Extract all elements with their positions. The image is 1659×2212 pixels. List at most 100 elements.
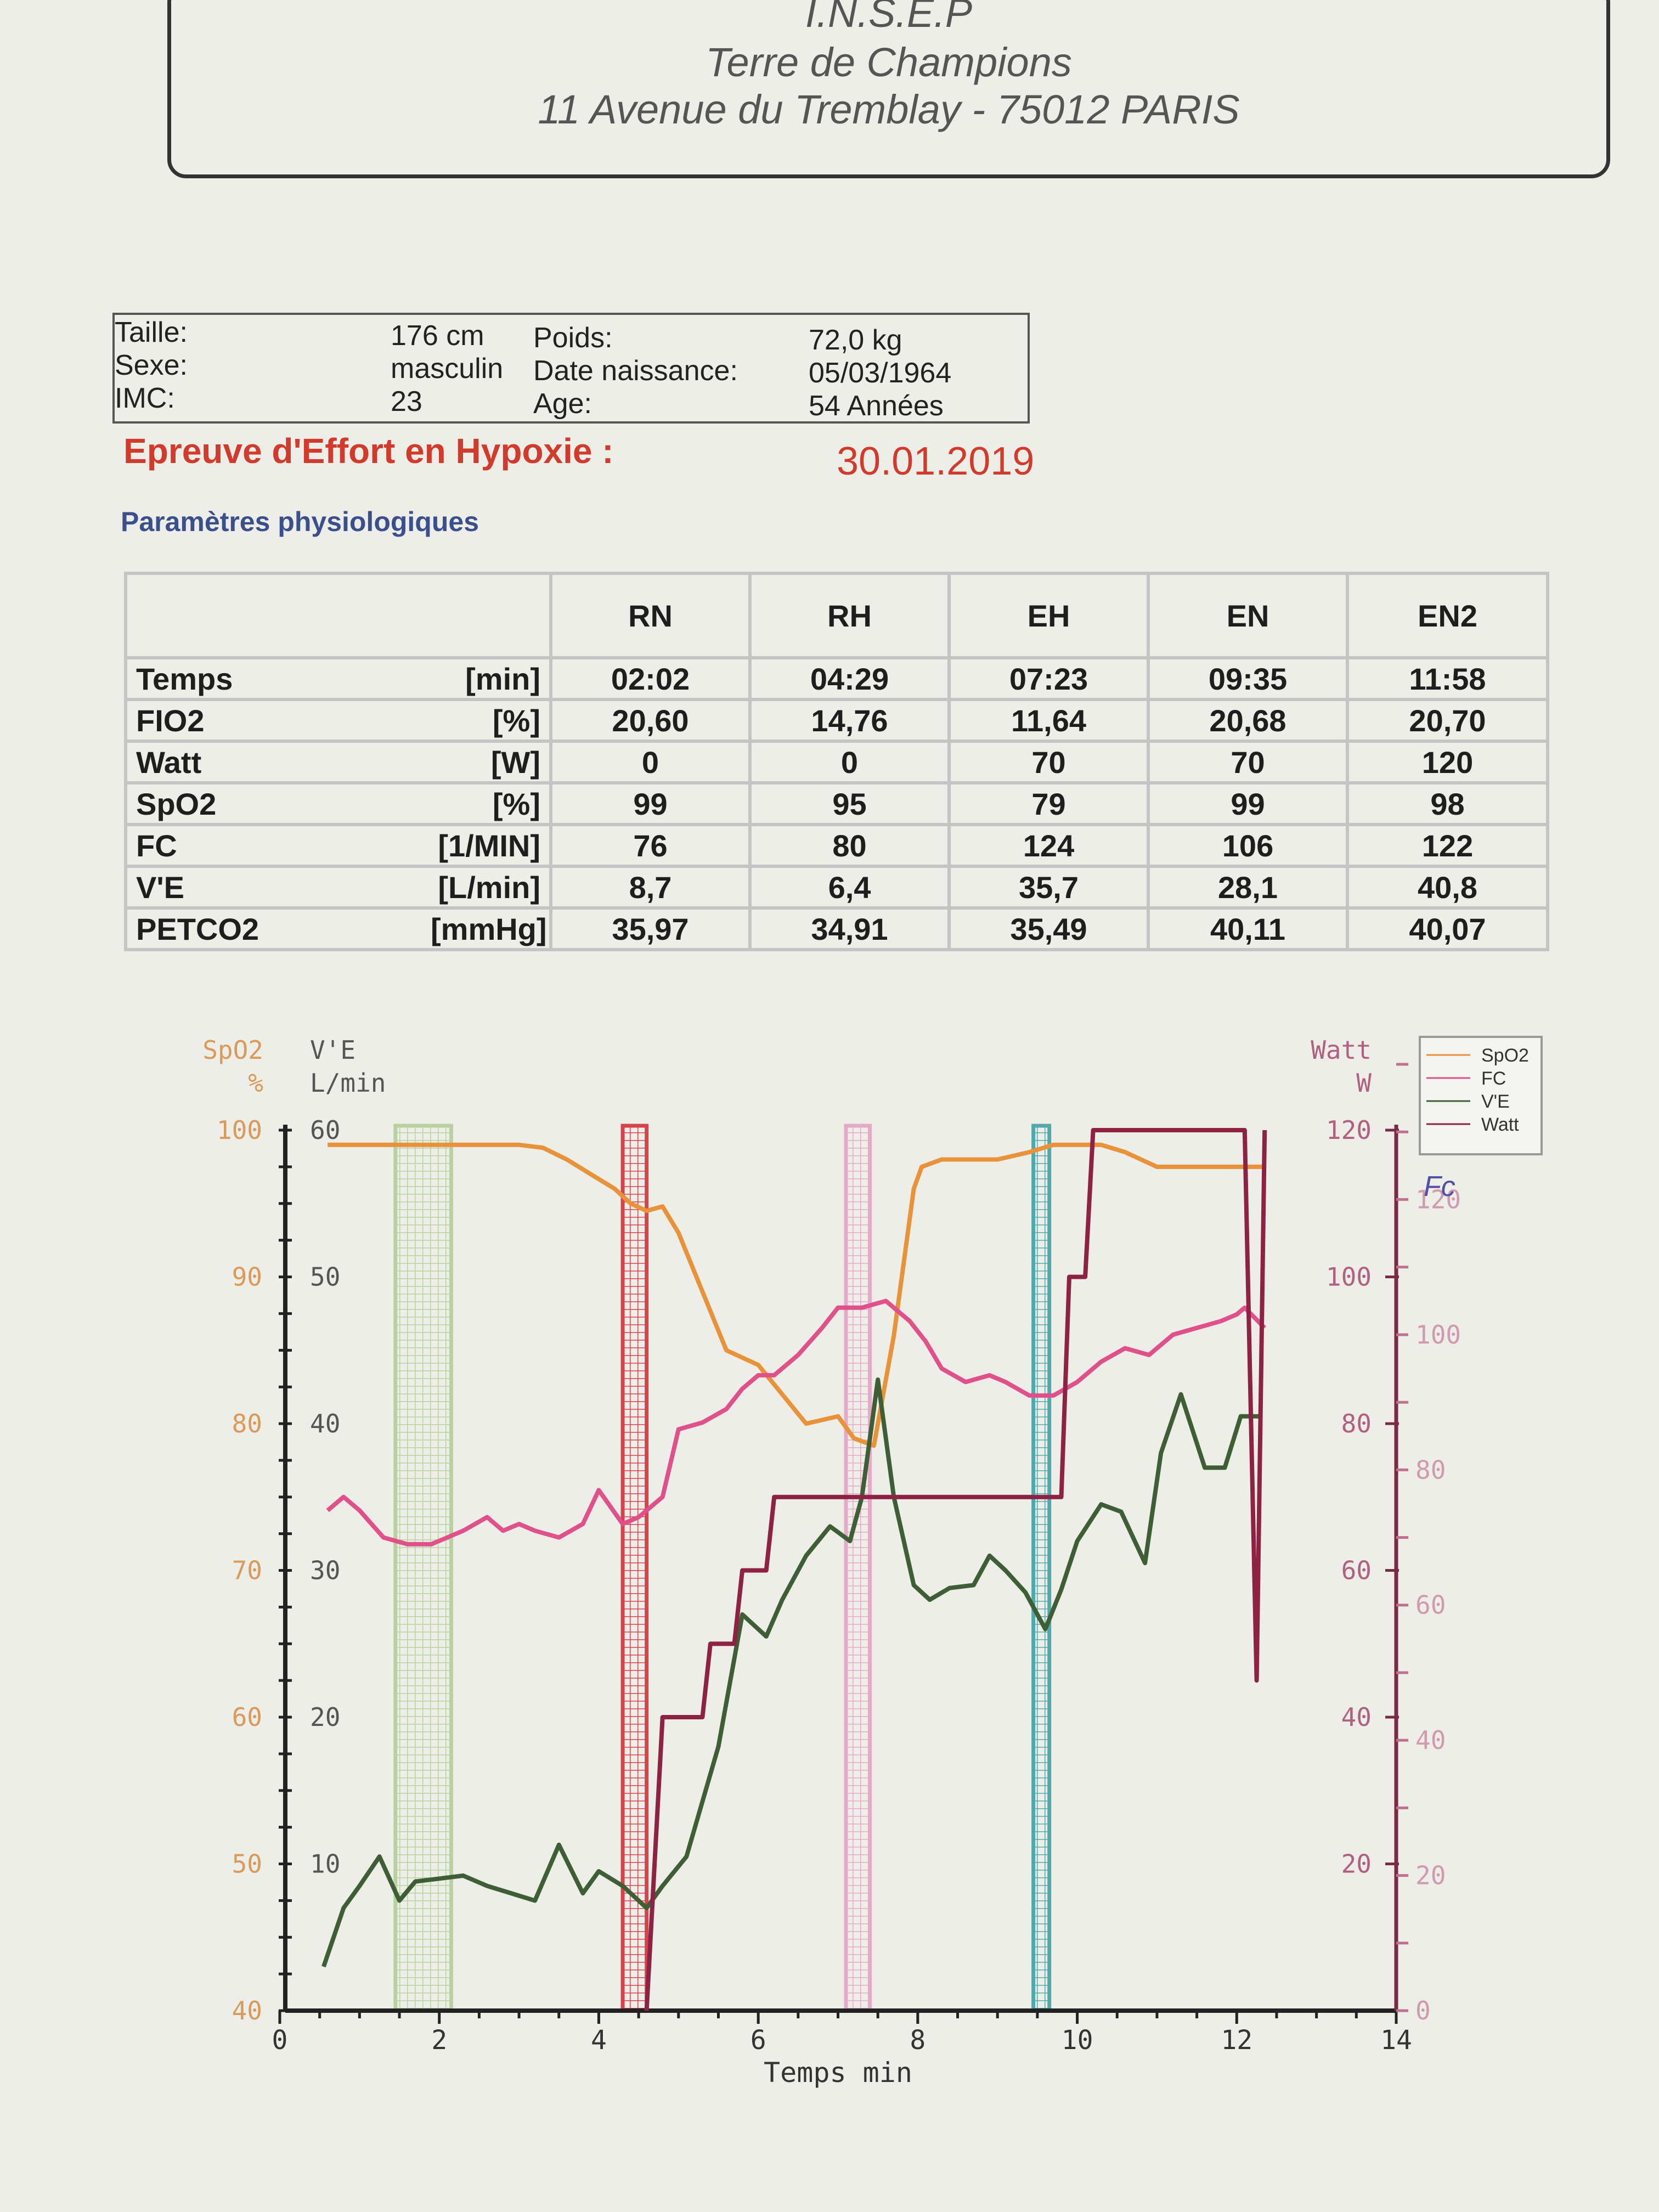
param-name: Watt: [124, 740, 422, 785]
table-cell: 0: [748, 740, 951, 785]
table-cell: 20,60: [549, 698, 752, 743]
legend-label: Watt: [1481, 1114, 1519, 1135]
table-cell: 20,68: [1147, 698, 1349, 743]
legend-box: [1419, 1036, 1543, 1155]
param-name: FIO2: [124, 698, 422, 743]
table-cell: 0: [549, 740, 752, 785]
table-cell: 02:02: [549, 656, 752, 701]
fc-tick-label: 20: [1415, 1861, 1446, 1891]
table-cell: 99: [549, 781, 752, 826]
param-unit: [%]: [422, 698, 552, 743]
table-cell: 40,8: [1346, 865, 1549, 910]
parameters-table: RN RH EH EN EN2 Temps [min] 02:02 04:29 07:2…: [124, 572, 1549, 951]
fc-tick-label: 80: [1415, 1455, 1446, 1485]
legend-label: V'E: [1481, 1091, 1510, 1112]
section-subtitle: Paramètres physiologiques: [121, 506, 479, 537]
header-box: I.N.S.E.P Terre de Champions 11 Avenue d…: [167, 0, 1610, 178]
table-row: Temps [min] 02:02 04:29 07:23 09:35 11:58: [124, 656, 1549, 701]
x-tick-label: 6: [751, 2025, 766, 2056]
x-tick-label: 8: [910, 2025, 926, 2056]
naissance-label: Date naissance:: [533, 355, 738, 387]
param-unit: [L/min]: [422, 865, 552, 910]
chart-axes: 405060708090100102030405060SpO2%V'EL/min…: [202, 1035, 1461, 2089]
legend-label: FC: [1481, 1068, 1506, 1089]
table-row: V'E [L/min] 8,7 6,4 35,7 28,1 40,8: [124, 865, 1549, 910]
fc-axis-title: Fc: [1424, 1171, 1455, 1203]
legend-label: SpO2: [1481, 1045, 1529, 1066]
table-row: FC [1/MIN] 76 80 124 106 122: [124, 823, 1549, 868]
table-cell: 98: [1346, 781, 1549, 826]
table-cell: 35,97: [549, 906, 752, 951]
series-line-watt: [644, 1128, 1267, 2011]
spo2-axis-title: SpO2: [202, 1035, 263, 1065]
ve-tick-label: 20: [310, 1702, 340, 1732]
spo2-tick-label: 80: [232, 1409, 262, 1438]
x-axis-label: Temps min: [764, 2057, 912, 2089]
column-header: RN: [549, 572, 752, 659]
column-header: EN: [1147, 572, 1349, 659]
taille-label: Taille:: [115, 317, 188, 348]
table-cell: 79: [947, 781, 1150, 826]
spo2-tick-label: 40: [232, 1996, 262, 2025]
table-cell: 80: [748, 823, 951, 868]
ve-axis-unit: L/min: [310, 1068, 386, 1098]
fc-tick-label: 0: [1415, 1996, 1431, 2025]
table-cell: 70: [947, 740, 1150, 785]
sexe-value: masculin: [391, 353, 504, 385]
table-cell: 124: [947, 823, 1150, 868]
table-cell: 106: [1147, 823, 1349, 868]
table-row: Watt [W] 0 0 70 70 120: [124, 740, 1549, 785]
table-cell: 8,7: [549, 865, 752, 910]
age-value: 54 Années: [809, 390, 944, 422]
param-unit: [min]: [422, 656, 552, 701]
table-row: SpO2 [%] 99 95 79 99 98: [124, 781, 1549, 826]
ve-tick-label: 10: [310, 1849, 340, 1879]
watt-tick-label: 60: [1341, 1556, 1372, 1585]
x-tick-label: 14: [1380, 2025, 1412, 2056]
x-tick-label: 10: [1062, 2025, 1093, 2056]
table-cell: 34,91: [748, 906, 951, 951]
fc-tick-label: 100: [1415, 1320, 1461, 1350]
marker-bands: [393, 1124, 1052, 2013]
institution-subtitle: Terre de Champions: [706, 40, 1072, 85]
age-label: Age:: [533, 388, 592, 420]
table-header-row: RN RH EH EN EN2: [124, 572, 1549, 659]
band-rh: [620, 1124, 649, 2013]
chart-series: [321, 1128, 1267, 2011]
param-name: SpO2: [124, 781, 422, 826]
table-cell: 20,70: [1346, 698, 1549, 743]
series-line-ve: [321, 1377, 1261, 1968]
imc-value: 23: [391, 386, 422, 417]
watt-axis-unit: W: [1356, 1068, 1372, 1098]
table-cell: 14,76: [748, 698, 951, 743]
band-en: [1031, 1124, 1052, 2013]
spo2-tick-label: 90: [232, 1262, 262, 1292]
series-line-fc: [326, 1299, 1267, 1547]
spo2-axis-unit: %: [248, 1068, 263, 1098]
param-unit: [W]: [422, 740, 552, 785]
watt-tick-label: 120: [1326, 1115, 1372, 1145]
institution-address: 11 Avenue du Tremblay - 75012 PARIS: [538, 87, 1240, 132]
x-tick-label: 4: [591, 2025, 607, 2056]
ve-tick-label: 40: [310, 1409, 340, 1438]
param-unit: [%]: [422, 781, 552, 826]
fc-tick-label: 60: [1415, 1590, 1446, 1620]
table-cell: 6,4: [748, 865, 951, 910]
param-name: FC: [124, 823, 422, 868]
x-tick-label: 12: [1221, 2025, 1252, 2056]
table-corner-cell: [124, 572, 552, 659]
band-rn: [393, 1124, 454, 2013]
report-title: Epreuve d'Effort en Hypoxie :: [123, 431, 614, 471]
watt-tick-label: 20: [1341, 1849, 1372, 1879]
taille-value: 176 cm: [391, 320, 484, 352]
table-cell: 11,64: [947, 698, 1150, 743]
watt-tick-label: 80: [1341, 1409, 1372, 1438]
series-line-spo2: [328, 1142, 1265, 1448]
table-cell: 35,7: [947, 865, 1150, 910]
band-eh: [844, 1124, 872, 2013]
table-cell: 120: [1346, 740, 1549, 785]
watt-tick-label: 100: [1326, 1262, 1372, 1292]
imc-label: IMC:: [115, 382, 175, 414]
table-row: FIO2 [%] 20,60 14,76 11,64 20,68 20,70: [124, 698, 1549, 743]
